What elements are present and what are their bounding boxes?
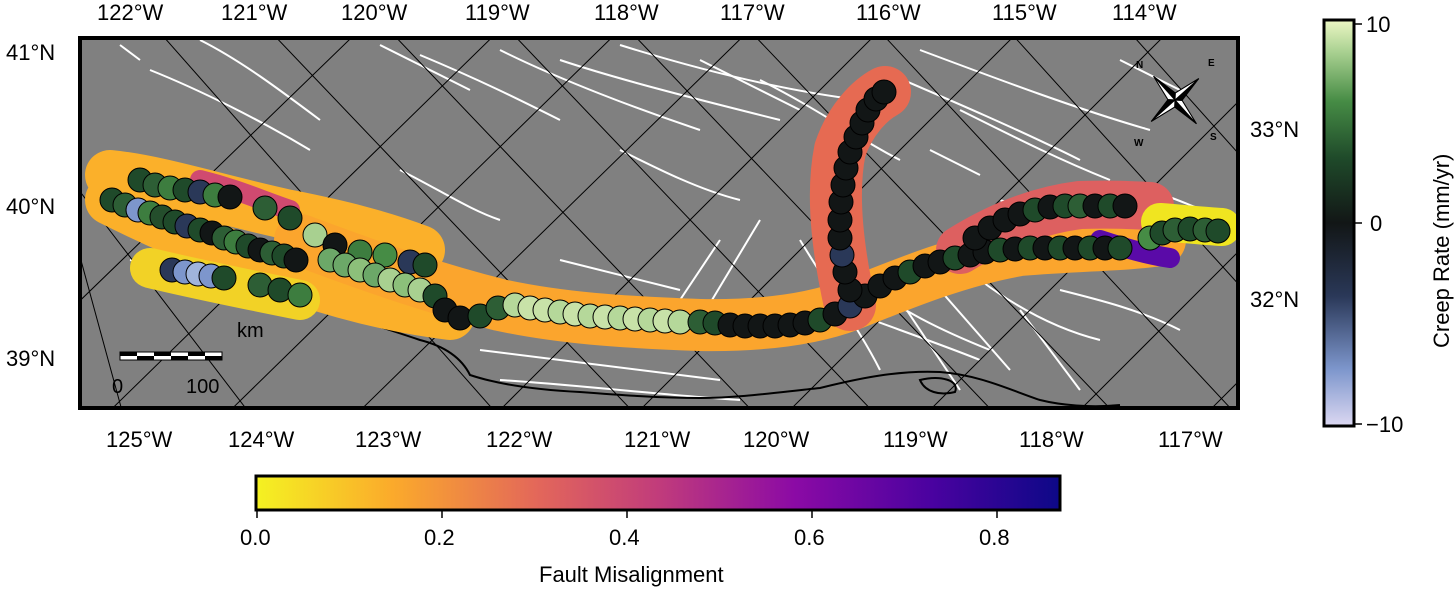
misalignment-tick: 0.2: [424, 525, 455, 550]
misalignment-colorbar: 0.0 0.2 0.4 0.6 0.8 Fault Misalignment: [240, 474, 1062, 587]
left-lat-label: 39°N: [6, 346, 55, 371]
bottom-lon-label: 125°W: [106, 427, 173, 452]
misalignment-title: Fault Misalignment: [539, 562, 724, 587]
top-lon-label: 115°W: [992, 0, 1057, 25]
bottom-longitude-labels: 125°W 124°W 123°W 122°W 121°W 120°W 119°…: [106, 427, 1223, 452]
coastline-island: [918, 377, 957, 395]
bottom-lon-label: 122°W: [486, 427, 553, 452]
misalignment-tick: 0.8: [979, 525, 1010, 550]
compass-rose-icon: [1150, 75, 1200, 125]
scale-bar: km 0 100: [112, 320, 264, 398]
compass-east-label: E: [1208, 58, 1215, 69]
bottom-lon-label: 117°W: [1158, 427, 1223, 452]
top-lon-label: 121°W: [221, 0, 288, 25]
top-longitude-labels: 122°W 121°W 120°W 119°W 118°W 117°W 116°…: [97, 0, 1177, 25]
misalignment-tick: 0.6: [794, 525, 825, 550]
right-lat-label: 32°N: [1250, 287, 1299, 312]
map-panel: N E S W km 0 100: [78, 36, 1240, 430]
creep-rate-tick: 10: [1366, 12, 1390, 37]
bottom-lon-label: 118°W: [1019, 427, 1084, 452]
left-lat-label: 40°N: [6, 194, 55, 219]
top-lon-label: 116°W: [856, 0, 921, 25]
creep-markers: [99, 79, 1231, 339]
top-lon-label: 120°W: [341, 0, 408, 25]
left-latitude-labels: 41°N 40°N 39°N: [6, 40, 55, 371]
scale-bar-start: 0: [112, 376, 123, 398]
top-lon-label: 119°W: [465, 0, 530, 25]
bottom-lon-label: 121°W: [624, 427, 691, 452]
creep-rate-tick: −10: [1366, 412, 1403, 437]
bottom-lon-label: 119°W: [883, 427, 948, 452]
left-lat-label: 41°N: [6, 40, 55, 65]
coastline-island: [1100, 423, 1140, 430]
misalignment-colorbar-gradient: [254, 474, 1062, 512]
creep-rate-tick: 0: [1370, 211, 1382, 236]
scale-bar-unit: km: [237, 320, 264, 342]
top-lon-label: 117°W: [720, 0, 785, 25]
compass-north-label: N: [1136, 60, 1143, 71]
creep-rate-colorbar-gradient: [1322, 18, 1356, 428]
creep-rate-title: Creep Rate (mm/yr): [1429, 154, 1454, 348]
map-frame: [78, 36, 1240, 410]
compass-south-label: S: [1210, 132, 1217, 143]
creep-rate-colorbar: 10 0 −10 Creep Rate (mm/yr): [1322, 12, 1454, 437]
bottom-lon-label: 123°W: [355, 427, 422, 452]
bottom-lon-label: 124°W: [228, 427, 295, 452]
right-lat-label: 33°N: [1250, 117, 1299, 142]
scale-bar-end: 100: [186, 376, 219, 398]
right-latitude-labels: 33°N 32°N: [1250, 117, 1299, 312]
compass-west-label: W: [1134, 138, 1144, 149]
top-lon-label: 122°W: [97, 0, 164, 25]
top-lon-label: 114°W: [1112, 0, 1177, 25]
misalignment-tick: 0.4: [609, 525, 640, 550]
top-lon-label: 118°W: [594, 0, 659, 25]
misalignment-tick: 0.0: [240, 525, 271, 550]
bottom-lon-label: 120°W: [743, 427, 810, 452]
